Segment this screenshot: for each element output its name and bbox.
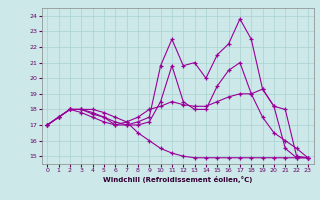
X-axis label: Windchill (Refroidissement éolien,°C): Windchill (Refroidissement éolien,°C) (103, 176, 252, 183)
